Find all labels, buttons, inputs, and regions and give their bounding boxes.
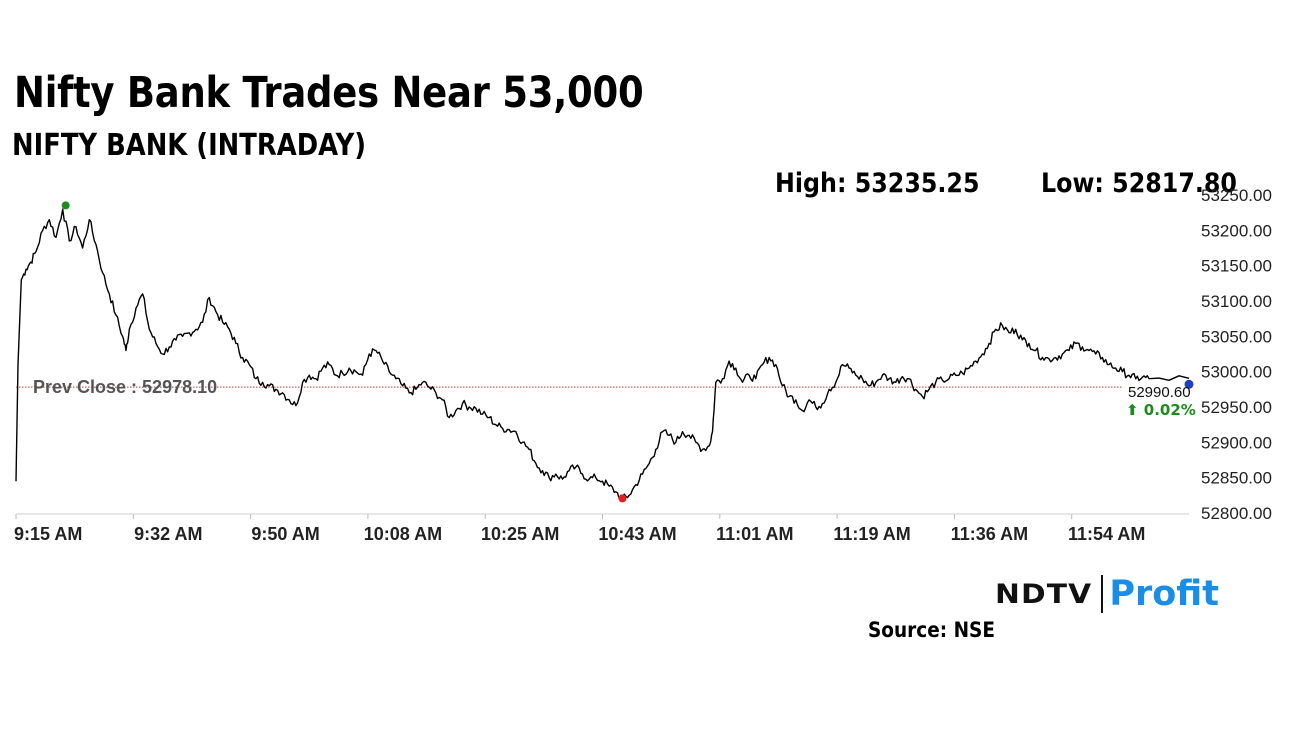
- low-stat: Low: 52817.80: [1041, 168, 1237, 199]
- x-tick-label: 11:19 AM: [833, 524, 910, 544]
- chart-subtitle: NIFTY BANK (INTRADAY): [12, 128, 367, 163]
- y-tick-label: 53200.00: [1201, 221, 1272, 240]
- series-line: [15, 208, 1190, 500]
- x-tick-label: 10:43 AM: [598, 524, 676, 544]
- low-marker: [618, 494, 627, 503]
- y-tick-label: 53100.00: [1201, 292, 1272, 311]
- prev-close-label: Prev Close : 52978.10: [33, 377, 217, 397]
- y-tick-label: 52850.00: [1201, 469, 1272, 488]
- ndtv-profit-logo: NDTV Profit: [995, 574, 1219, 614]
- y-tick-label: 53150.00: [1201, 257, 1272, 276]
- x-tick-label: 11:36 AM: [951, 524, 1028, 544]
- y-tick-label: 53050.00: [1201, 327, 1272, 346]
- change-percent-label: ⬆ 0.02%: [1126, 401, 1196, 419]
- y-tick-label: 53000.00: [1201, 363, 1272, 382]
- y-tick-label: 53250.00: [1201, 186, 1272, 205]
- logo-ndtv-text: NDTV: [995, 578, 1093, 610]
- page-title: Nifty Bank Trades Near 53,000: [14, 68, 644, 118]
- y-tick-label: 52800.00: [1201, 504, 1272, 523]
- logo-profit-text: Profit: [1109, 574, 1219, 614]
- y-tick-label: 52900.00: [1201, 433, 1272, 452]
- y-axis: 53250.00 53200.00 53150.00 53100.00 53050.00…: [1201, 186, 1272, 523]
- x-tick-label: 10:08 AM: [364, 524, 442, 544]
- x-tick-label: 11:01 AM: [716, 524, 793, 544]
- x-tick-label: 9:32 AM: [134, 524, 202, 544]
- x-axis: 9:15 AM 9:32 AM 9:50 AM 10:08 AM 10:25 AM 10:…: [14, 513, 1189, 544]
- y-tick-label: 52950.00: [1201, 398, 1272, 417]
- high-marker: [61, 201, 70, 210]
- source-note: Source: NSE: [868, 618, 995, 642]
- last-value-marker: [1184, 379, 1194, 389]
- last-value-label: 52990.60: [1128, 384, 1191, 401]
- logo-divider: [1101, 575, 1104, 613]
- x-tick-label: 9:50 AM: [251, 524, 319, 544]
- x-tick-label: 9:15 AM: [14, 524, 82, 544]
- high-stat: High: 53235.25: [775, 168, 980, 199]
- x-tick-label: 10:25 AM: [481, 524, 559, 544]
- x-tick-label: 11:54 AM: [1068, 524, 1145, 544]
